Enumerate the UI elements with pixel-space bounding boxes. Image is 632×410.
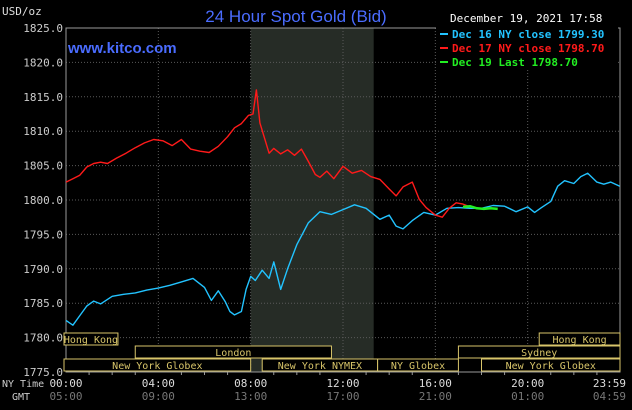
session-box bbox=[377, 358, 459, 372]
series-lines bbox=[65, 89, 621, 326]
ny-time-label: NY Time bbox=[2, 379, 44, 390]
series-line-2 bbox=[65, 89, 471, 218]
session-label: New York NYMEX bbox=[278, 361, 362, 372]
plot-frame bbox=[65, 27, 621, 373]
x-tick-label-ny: 20:00 bbox=[511, 377, 544, 390]
legend-entry: Dec 16 NY close 1799.30 bbox=[452, 28, 604, 41]
datetime-label: December 19, 2021 17:58 bbox=[450, 12, 602, 25]
y-tick-label: 1775.0 bbox=[23, 366, 63, 379]
session-box bbox=[538, 332, 621, 346]
x-tick-label-ny: 08:00 bbox=[234, 377, 267, 390]
session-label: London bbox=[215, 348, 251, 359]
x-tick-label-gmt: 09:00 bbox=[142, 390, 175, 403]
y-tick-label: 1810.0 bbox=[23, 125, 63, 138]
x-tick-label-gmt: 21:00 bbox=[419, 390, 452, 403]
y-tick-label: 1780.0 bbox=[23, 332, 63, 345]
session-box bbox=[63, 332, 119, 346]
session-label: Hong Kong bbox=[553, 335, 607, 346]
x-tick-label-gmt: 01:00 bbox=[511, 390, 544, 403]
session-box bbox=[63, 358, 252, 372]
legend-entry: Dec 17 NY close 1798.70 bbox=[452, 42, 604, 55]
session-label: New York Globex bbox=[112, 361, 202, 372]
legend-box bbox=[436, 26, 618, 70]
x-tick-label-ny: 23:59 bbox=[593, 377, 626, 390]
y-tick-label: 1795.0 bbox=[23, 228, 63, 241]
session-label: NY Globex bbox=[391, 361, 445, 372]
x-tick-label-gmt: 05:00 bbox=[49, 390, 82, 403]
series-line-1 bbox=[65, 172, 621, 326]
x-tick-label-ny: 04:00 bbox=[142, 377, 175, 390]
y-tick-label: 1805.0 bbox=[23, 160, 63, 173]
x-tick-label-gmt: 13:00 bbox=[234, 390, 267, 403]
session-label: Hong Kong bbox=[64, 335, 118, 346]
x-tick-label-gmt: 04:59 bbox=[593, 390, 626, 403]
session-box bbox=[481, 358, 621, 372]
x-tick-label-ny: 12:00 bbox=[326, 377, 359, 390]
chart-title: 24 Hour Spot Gold (Bid) bbox=[205, 7, 386, 26]
y-tick-label: 1825.0 bbox=[23, 22, 63, 35]
x-tick-label-ny: 00:00 bbox=[49, 377, 82, 390]
y-tick-label: 1820.0 bbox=[23, 56, 63, 69]
session-box bbox=[134, 345, 332, 359]
series-line-3 bbox=[462, 204, 498, 211]
y-axis-ticks: 1775.0 1780.0 1785.0 1790.0 1795.0 1800.0 1805… bbox=[23, 22, 63, 379]
session-box bbox=[457, 345, 621, 359]
x-tick-label-ny: 16:00 bbox=[419, 377, 452, 390]
unit-label: USD/oz bbox=[2, 5, 42, 18]
y-tick-label: 1800.0 bbox=[23, 194, 63, 207]
session-label: Sydney bbox=[521, 348, 557, 359]
y-tick-label: 1785.0 bbox=[23, 297, 63, 310]
session-label: New York Globex bbox=[506, 361, 596, 372]
y-tick-label: 1815.0 bbox=[23, 91, 63, 104]
gmt-label: GMT bbox=[12, 392, 30, 403]
y-tick-label: 1790.0 bbox=[23, 263, 63, 276]
x-tick-label-gmt: 17:00 bbox=[326, 390, 359, 403]
legend-entry: Dec 19 Last 1798.70 bbox=[452, 56, 578, 69]
market-sessions: Hong Kong Hong Kong London Sydney New York G… bbox=[63, 332, 621, 372]
brand-link[interactable]: www.kitco.com bbox=[67, 40, 177, 57]
